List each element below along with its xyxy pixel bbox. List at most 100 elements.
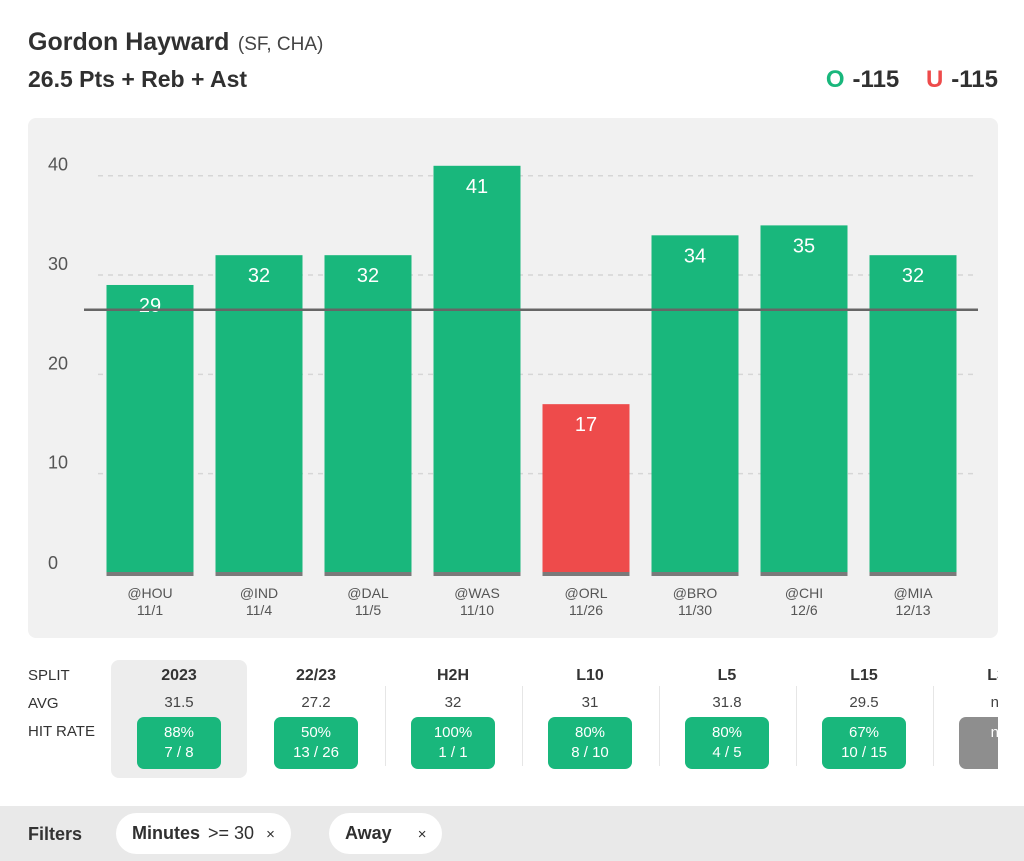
split-column-l15[interactable]: L15 29.5 67% 10 / 15 [796, 660, 932, 778]
player-position-team: (SF, CHA) [237, 34, 324, 55]
hit-rate-pct: 67% [848, 724, 880, 741]
x-tick-date: 12/13 [895, 602, 930, 618]
split-name: 22/23 [295, 667, 337, 684]
split-avg: 31.5 [164, 694, 194, 711]
x-tick-date: 12/6 [790, 602, 817, 618]
under-odds[interactable]: -115 [951, 66, 998, 93]
x-tick-opponent: @CHI [785, 585, 823, 601]
y-tick-label: 20 [48, 353, 68, 373]
bar-value-label: 32 [902, 265, 924, 287]
over-icon[interactable]: O [825, 66, 845, 93]
header: Gordon Hayward (SF, CHA) 26.5 Pts + Reb … [28, 28, 998, 100]
bar-value-label: 35 [793, 235, 815, 257]
close-icon[interactable]: × [266, 826, 275, 843]
hit-rate-pill: 80% 8 / 10 [548, 717, 632, 769]
odds: O -115 U -115 [826, 66, 998, 94]
chip-name: Away [345, 823, 392, 843]
hit-rate-row-label: HIT RATE [28, 723, 95, 740]
hit-rate-count: 8 / 10 [571, 744, 609, 761]
hit-rate-pct: n/a [990, 724, 998, 741]
hit-rate-pct: 100% [433, 724, 473, 741]
bar [324, 255, 412, 573]
split-name: L10 [576, 667, 604, 684]
bar-value-label: 34 [684, 245, 706, 267]
hit-rate-pill: 88% 7 / 8 [137, 717, 221, 769]
chip-condition: >= 30 [208, 823, 255, 843]
split-column-l5[interactable]: L5 31.8 80% 4 / 5 [659, 660, 795, 778]
split-avg: 27.2 [301, 694, 331, 711]
bar [433, 165, 521, 573]
split-name: 2023 [161, 667, 197, 684]
split-name: L30 [987, 667, 998, 684]
x-tick-date: 11/4 [246, 602, 272, 618]
split-column-l10[interactable]: L10 31 80% 8 / 10 [522, 660, 658, 778]
bar-value-label: 32 [357, 265, 379, 287]
bar-value-label: 17 [575, 414, 597, 436]
hit-rate-pct: 88% [163, 724, 195, 741]
x-tick-opponent: @WAS [454, 585, 500, 601]
hit-rate-count: 4 / 5 [712, 744, 742, 761]
hit-rate-count: 10 / 15 [841, 744, 887, 761]
bar-baseline [433, 572, 521, 576]
bar-baseline [760, 572, 848, 576]
split-avg: n/a [990, 694, 998, 711]
bar [106, 284, 194, 573]
hit-rate-count: 13 / 26 [293, 744, 339, 761]
hit-rate-pct: 80% [711, 724, 743, 741]
split-row-label: SPLIT [28, 667, 70, 684]
x-tick-date: 11/10 [460, 602, 494, 618]
y-tick-label: 40 [48, 155, 68, 175]
bar [542, 404, 630, 573]
bar [651, 235, 739, 573]
avg-row-label: AVG [28, 695, 59, 712]
split-column-2023[interactable]: 2023 31.5 88% 7 / 8 [111, 660, 247, 778]
x-tick-date: 11/5 [355, 602, 381, 618]
bar-value-label: 29 [139, 295, 161, 317]
chart-panel: 0 10 20 30 40 29 @HOU 11/1 32 @IND 11/4 32 @DAL 11/5 4… [28, 118, 998, 638]
bar-baseline [542, 572, 630, 576]
bar-value-label: 32 [248, 265, 270, 287]
hit-rate-count: 1 / 1 [438, 744, 468, 761]
prop-line: 26.5 Pts + Reb + Ast [28, 66, 248, 92]
x-tick-opponent: @HOU [127, 585, 172, 601]
x-tick-opponent: @IND [240, 585, 278, 601]
bar-baseline [324, 572, 412, 576]
filter-chip-minutes[interactable]: Minutes >= 30 × [116, 813, 291, 854]
bar-baseline [215, 572, 303, 576]
x-tick-opponent: @BRO [673, 585, 718, 601]
over-odds[interactable]: -115 [852, 66, 900, 93]
y-tick-label: 10 [48, 453, 68, 473]
bar-baseline [106, 572, 194, 576]
split-avg: 31 [581, 694, 599, 711]
bar [869, 255, 957, 573]
bar [760, 225, 848, 573]
hit-rate-pill: n/a [959, 717, 998, 769]
split-column-l30[interactable]: L30 n/a n/a [933, 660, 998, 778]
x-tick-opponent: @ORL [565, 585, 608, 601]
split-column-h2h[interactable]: H2H 32 100% 1 / 1 [385, 660, 521, 778]
filter-chip-away[interactable]: Away × [329, 813, 443, 854]
x-tick-date: 11/26 [569, 602, 603, 618]
bar-value-label: 41 [466, 176, 488, 198]
y-tick-label: 0 [48, 553, 58, 573]
hit-rate-pill: 80% 4 / 5 [685, 717, 769, 769]
under-icon[interactable]: U [925, 66, 944, 93]
hit-rate-pill: 67% 10 / 15 [822, 717, 906, 769]
x-tick-opponent: @MIA [893, 585, 933, 601]
hit-rate-pill: 100% 1 / 1 [411, 717, 495, 769]
close-icon[interactable]: × [417, 826, 427, 843]
filters-bar: Filters Minutes >= 30 × Away × [0, 806, 1024, 861]
player-name: Gordon Hayward [28, 28, 230, 56]
hit-rate-pill: 50% 13 / 26 [274, 717, 358, 769]
player-line: Gordon Hayward (SF, CHA) [28, 28, 323, 57]
x-tick-date: 11/30 [678, 602, 712, 618]
hit-rate-pct: 80% [574, 724, 606, 741]
split-avg: 31.8 [712, 694, 742, 711]
chip-name: Minutes [132, 823, 201, 843]
split-name: L15 [850, 667, 878, 684]
split-name: L5 [717, 667, 737, 684]
split-column-22-23[interactable]: 22/23 27.2 50% 13 / 26 [248, 660, 384, 778]
x-tick-date: 11/1 [137, 602, 163, 618]
split-name: H2H [436, 667, 469, 684]
